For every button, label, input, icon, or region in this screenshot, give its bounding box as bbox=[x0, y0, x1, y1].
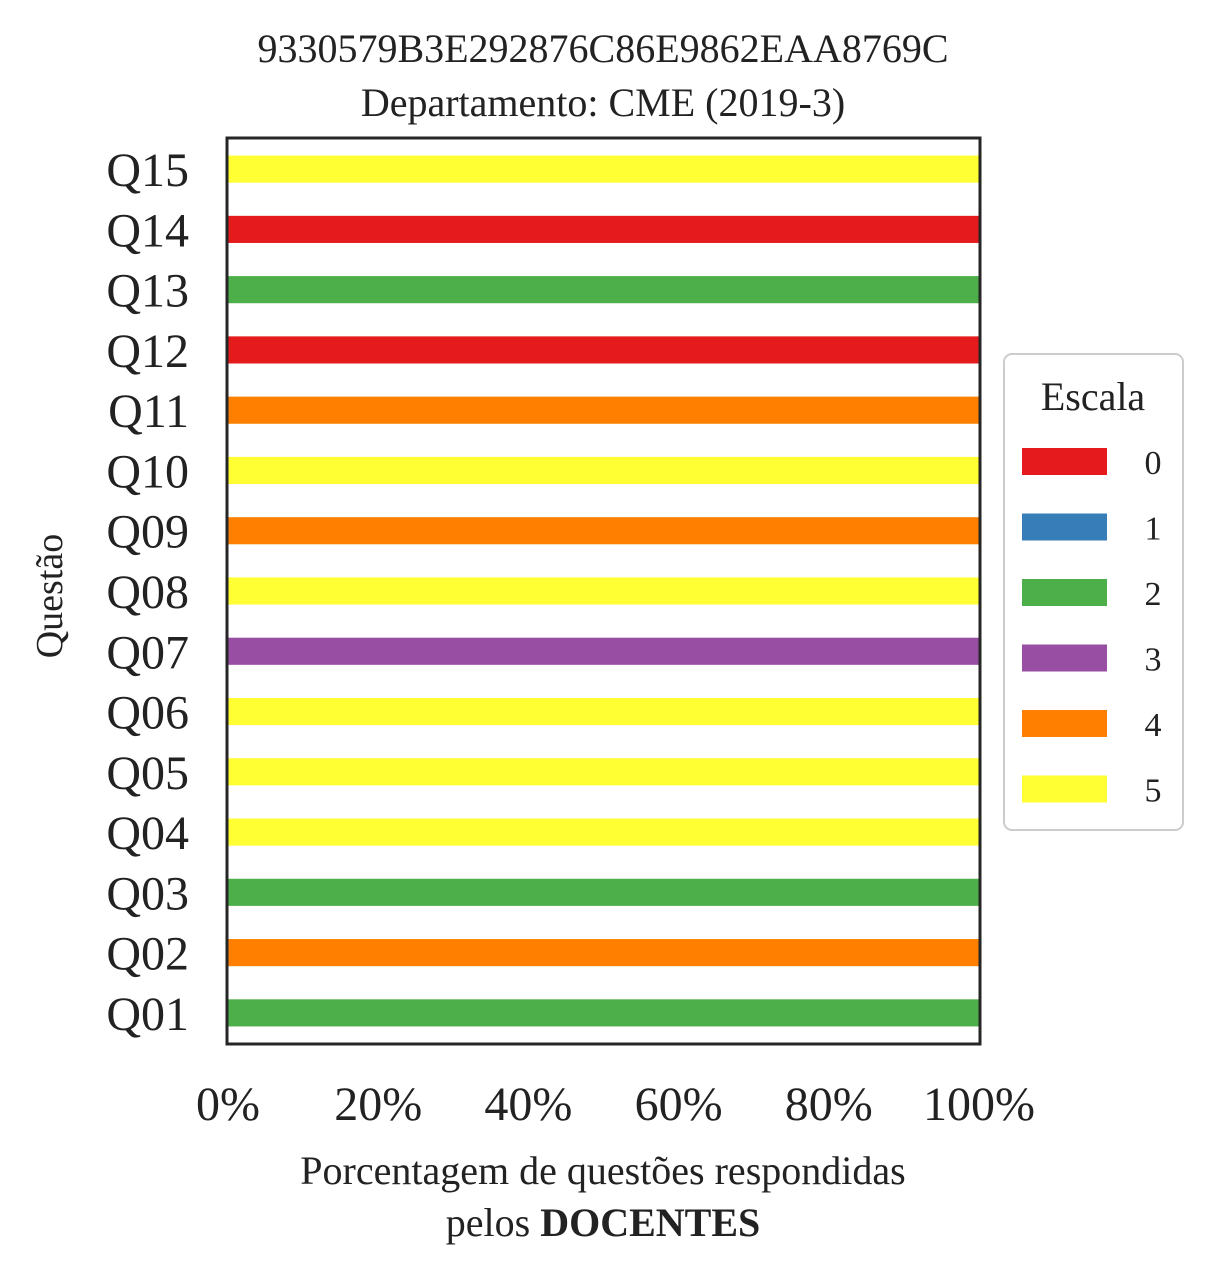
bar-q14-scale-0 bbox=[228, 215, 979, 243]
bar-q03-scale-2 bbox=[228, 878, 979, 906]
y-tick-label: Q15 bbox=[106, 144, 189, 197]
y-tick-label: Q02 bbox=[106, 928, 189, 981]
legend-swatch-1 bbox=[1022, 513, 1107, 541]
y-tick-label: Q11 bbox=[108, 385, 189, 438]
y-tick-labels: Q01 Q02 Q03 Q04 Q05 Q06 Q07 Q08 Q09 Q10 Q11 Q12 Q13 Q… bbox=[106, 144, 189, 1041]
bar-q06-scale-5 bbox=[228, 697, 979, 726]
legend-swatch-4 bbox=[1022, 710, 1107, 737]
x-tick-label: 60% bbox=[635, 1078, 723, 1131]
chart-title-line2: Departamento: CME (2019-3) bbox=[361, 80, 845, 125]
y-tick-label: Q07 bbox=[106, 626, 189, 679]
legend-swatch-2 bbox=[1022, 579, 1107, 606]
legend-swatch-0 bbox=[1022, 448, 1107, 475]
bar-q05-scale-5 bbox=[228, 758, 979, 786]
bar-q09-scale-4 bbox=[228, 517, 979, 545]
x-tick-label: 40% bbox=[484, 1078, 572, 1131]
bar-q01-scale-2 bbox=[228, 999, 979, 1027]
y-tick-label: Q01 bbox=[106, 988, 189, 1041]
x-axis-label-prefix: pelos bbox=[446, 1200, 540, 1245]
bar-q11-scale-4 bbox=[228, 396, 979, 424]
x-tick-label: 100% bbox=[923, 1078, 1035, 1131]
bar-q12-scale-0 bbox=[228, 336, 979, 364]
chart-title-line1: 9330579B3E292876C86E9862EAA8769C bbox=[257, 26, 948, 71]
bar-q07-scale-3 bbox=[228, 637, 979, 665]
bar-q13-scale-2 bbox=[228, 276, 979, 304]
legend: Escala 0 1 2 3 4 5 bbox=[1003, 353, 1184, 831]
bars-group bbox=[228, 155, 979, 1027]
bar-q04-scale-5 bbox=[228, 818, 979, 846]
legend-label-5: 5 bbox=[1145, 773, 1162, 810]
x-tick-labels: 0% 20% 40% 60% 80% 100% bbox=[196, 1078, 1035, 1131]
legend-label-3: 3 bbox=[1145, 642, 1162, 679]
legend-label-1: 1 bbox=[1145, 511, 1162, 548]
x-axis-label-bold: DOCENTES bbox=[540, 1200, 760, 1245]
y-tick-label: Q03 bbox=[106, 867, 189, 920]
x-axis-label-line2: pelos DOCENTES bbox=[446, 1200, 761, 1245]
y-tick-label: Q13 bbox=[106, 265, 189, 318]
y-tick-label: Q08 bbox=[106, 566, 189, 619]
legend-items: 0 1 2 3 4 5 bbox=[1022, 445, 1162, 810]
legend-title: Escala bbox=[1041, 374, 1146, 419]
y-tick-label: Q04 bbox=[106, 807, 189, 860]
y-tick-label: Q09 bbox=[106, 506, 189, 559]
legend-label-4: 4 bbox=[1145, 707, 1162, 744]
plot-frame bbox=[225, 136, 982, 1046]
y-axis-label: Questão bbox=[29, 534, 71, 659]
bar-q02-scale-4 bbox=[228, 939, 979, 967]
y-tick-label: Q05 bbox=[106, 747, 189, 800]
bar-q15-scale-5 bbox=[228, 155, 979, 183]
legend-swatch-3 bbox=[1022, 644, 1107, 672]
legend-label-2: 2 bbox=[1145, 576, 1162, 613]
y-tick-label: Q10 bbox=[106, 445, 189, 498]
bar-q10-scale-5 bbox=[228, 456, 979, 485]
x-axis-label-line1: Porcentagem de questões respondidas bbox=[300, 1148, 905, 1193]
x-tick-label: 0% bbox=[196, 1078, 260, 1131]
legend-swatch-5 bbox=[1022, 775, 1107, 803]
bar-q08-scale-5 bbox=[228, 577, 979, 605]
legend-label-0: 0 bbox=[1145, 445, 1162, 482]
x-tick-label: 20% bbox=[334, 1078, 422, 1131]
x-tick-label: 80% bbox=[785, 1078, 873, 1131]
y-tick-label: Q12 bbox=[106, 325, 189, 378]
y-tick-label: Q14 bbox=[106, 204, 189, 257]
y-tick-label: Q06 bbox=[106, 687, 189, 740]
